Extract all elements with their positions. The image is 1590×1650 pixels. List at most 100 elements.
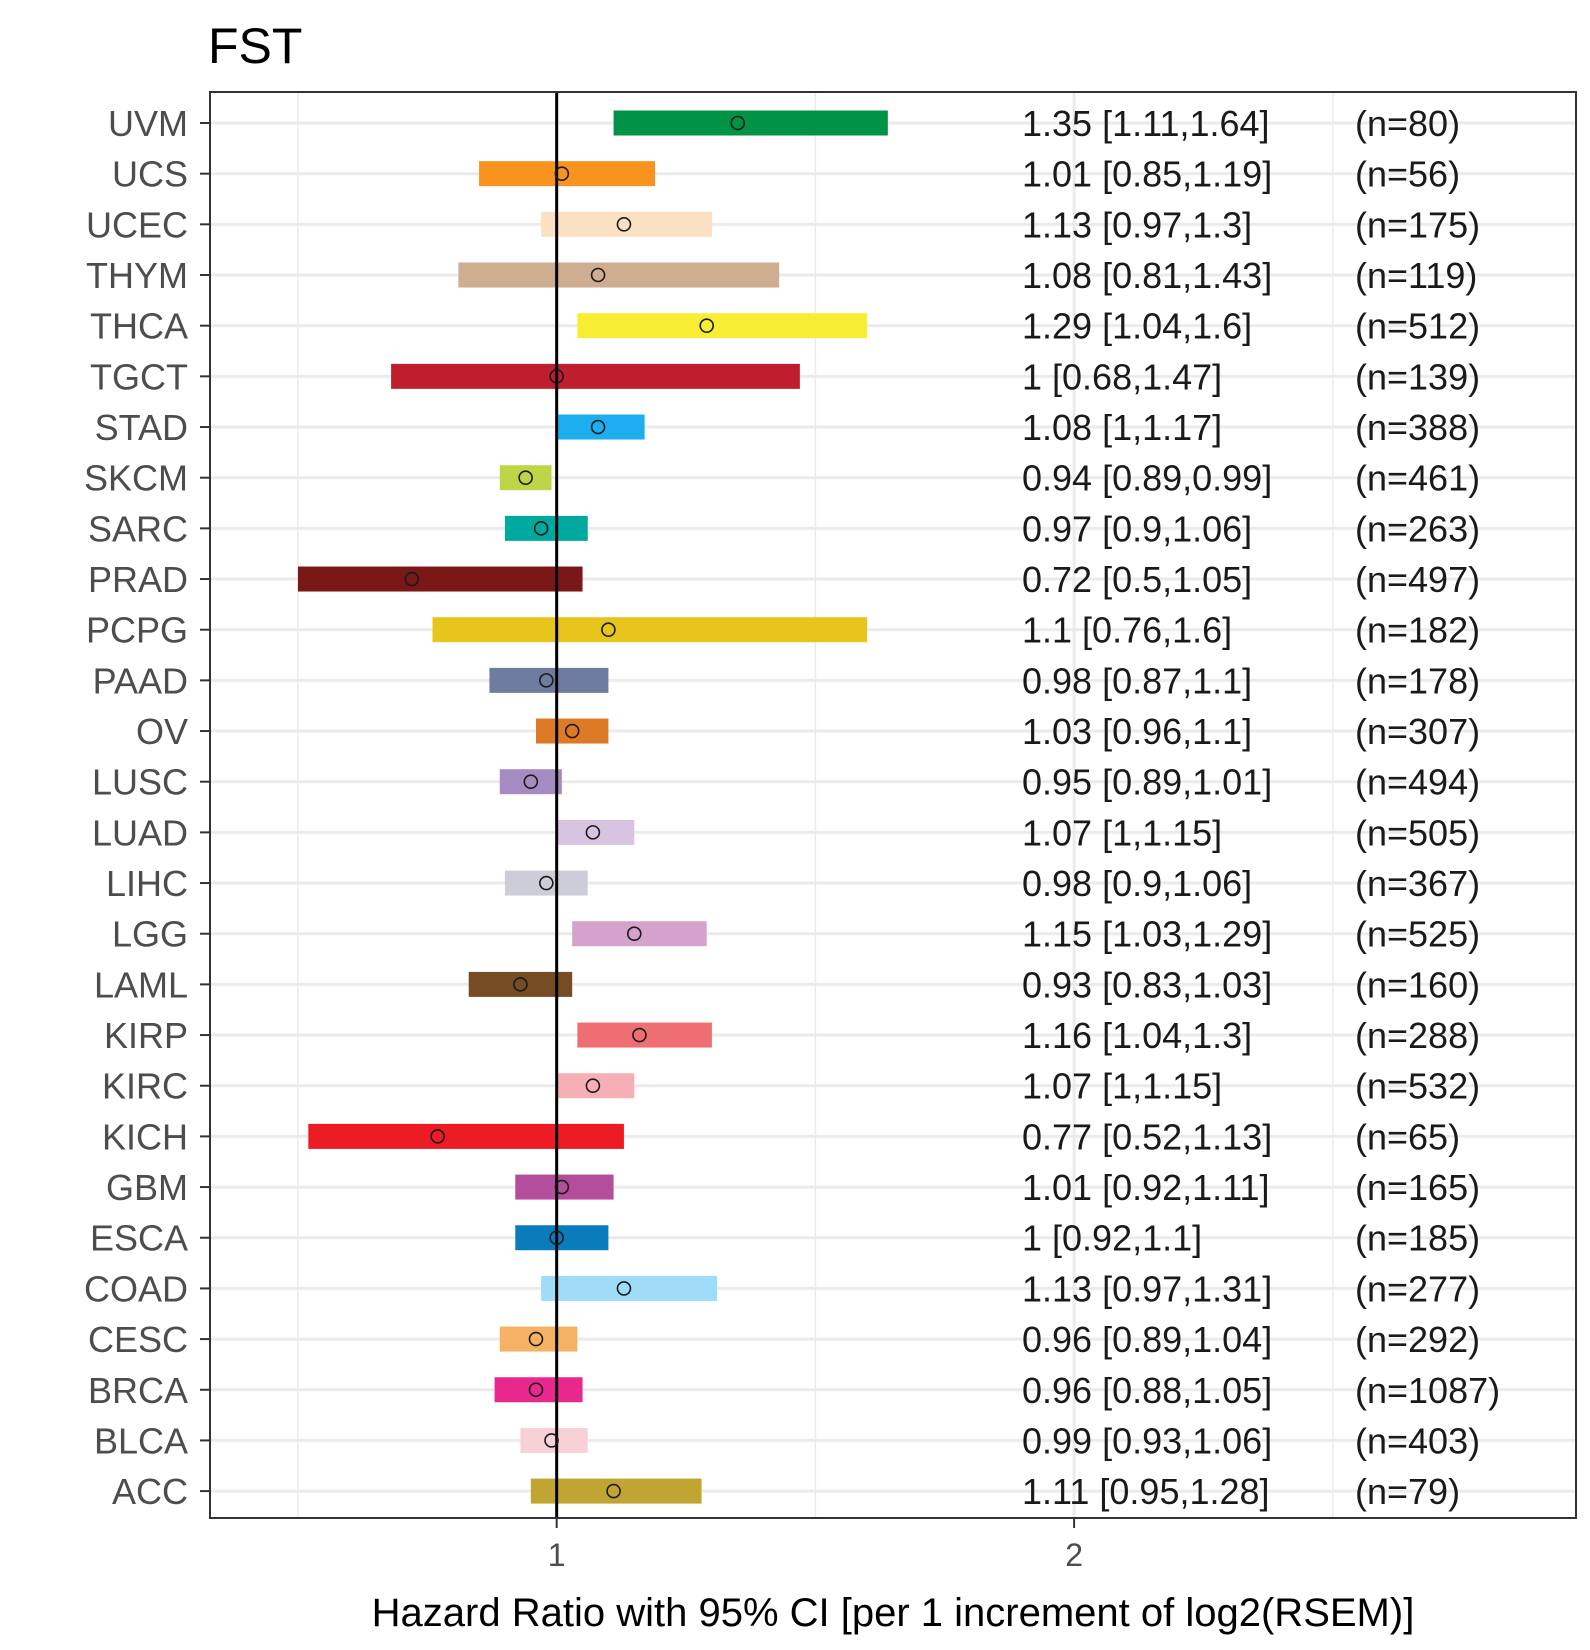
hr-ci-text-ucec: 1.13 [0.97,1.3] <box>1022 204 1252 245</box>
n-text-kich: (n=65) <box>1355 1116 1460 1157</box>
point-hr-thca <box>699 318 715 333</box>
hr-ci-text-stad: 1.08 [1,1.17] <box>1022 407 1222 448</box>
y-label-brca: BRCA <box>88 1370 188 1411</box>
hr-ci-text-esca: 1 [0.92,1.1] <box>1022 1218 1202 1259</box>
y-label-sarc: SARC <box>88 508 188 549</box>
hr-ci-text-kirp: 1.16 [1.04,1.3] <box>1022 1015 1252 1056</box>
y-label-laml: LAML <box>94 964 188 1005</box>
hr-ci-text-luad: 1.07 [1,1.15] <box>1022 812 1222 853</box>
hr-ci-text-paad: 0.98 [0.87,1.1] <box>1022 660 1252 701</box>
hr-ci-text-blca: 0.99 [0.93,1.06] <box>1022 1420 1272 1461</box>
point-hr-kirc <box>585 1078 601 1094</box>
point-hr-ucs <box>554 166 570 181</box>
n-text-cesc: (n=292) <box>1355 1319 1480 1360</box>
n-text-uvm: (n=80) <box>1355 103 1460 144</box>
hr-ci-text-gbm: 1.01 [0.92,1.11] <box>1022 1167 1270 1208</box>
ci-bar-ov <box>535 718 609 744</box>
n-text-kirp: (n=288) <box>1355 1015 1480 1056</box>
point-hr-lusc <box>523 774 539 790</box>
hr-ci-text-ov: 1.03 [0.96,1.1] <box>1022 711 1252 752</box>
y-label-coad: COAD <box>84 1268 188 1309</box>
y-label-luad: LUAD <box>92 812 188 853</box>
ci-bar-ucs <box>479 161 655 187</box>
ci-bar-stad <box>556 414 645 440</box>
n-text-thca: (n=512) <box>1355 306 1480 347</box>
hr-ci-text-tgct: 1 [0.68,1.47] <box>1022 356 1222 397</box>
plot-border <box>209 91 1577 1519</box>
n-text-ov: (n=307) <box>1355 711 1480 752</box>
ci-bar-laml <box>468 971 573 997</box>
point-hr-lgg <box>626 926 642 942</box>
y-label-skcm: SKCM <box>84 458 188 499</box>
plot-panel <box>210 92 1576 1518</box>
point-hr-esca <box>549 1230 564 1246</box>
point-hr-pcpg <box>601 622 616 638</box>
hr-ci-text-thca: 1.29 [1.04,1.6] <box>1022 306 1252 347</box>
ci-bar-sarc <box>504 515 588 541</box>
x-tick-label: 1 <box>548 1537 566 1573</box>
y-label-stad: STAD <box>95 407 188 448</box>
point-hr-luad <box>585 825 601 840</box>
annotations: 1.35 [1.11,1.64] (n=80) 1.01 [0.85,1.19] (n… <box>1022 103 1500 1512</box>
point-hr-prad <box>404 571 420 587</box>
ci-bar-pcpg <box>432 617 868 643</box>
ci-bar-uvm <box>613 110 888 136</box>
point-hr-uvm <box>730 115 746 131</box>
grid-lines <box>210 92 1576 1518</box>
ci-bar-esca <box>515 1225 609 1251</box>
point-hr-gbm <box>554 1179 570 1195</box>
hr-ci-text-thym: 1.08 [0.81,1.43] <box>1022 255 1272 296</box>
point-hr-tgct <box>549 369 564 384</box>
y-label-kich: KICH <box>102 1116 188 1157</box>
n-text-gbm: (n=165) <box>1355 1167 1480 1208</box>
ci-bar-cesc <box>499 1326 578 1352</box>
ci-bar-brca <box>494 1377 583 1403</box>
y-label-thym: THYM <box>86 255 188 296</box>
y-label-prad: PRAD <box>88 559 188 600</box>
y-label-lgg: LGG <box>112 914 188 955</box>
n-text-ucec: (n=175) <box>1355 204 1480 245</box>
hr-ci-text-acc: 1.11 [0.95,1.28] <box>1022 1471 1270 1512</box>
ci-bar-kich <box>308 1123 624 1149</box>
hr-ci-text-lusc: 0.95 [0.89,1.01] <box>1022 762 1272 803</box>
chart-title: FST <box>208 18 302 74</box>
y-label-ov: OV <box>136 711 188 752</box>
hr-ci-text-pcpg: 1.1 [0.76,1.6] <box>1022 610 1232 651</box>
point-hr-stad <box>590 419 606 435</box>
hr-ci-text-kich: 0.77 [0.52,1.13] <box>1022 1116 1272 1157</box>
hr-ci-text-laml: 0.93 [0.83,1.03] <box>1022 964 1272 1005</box>
rows <box>297 110 888 1504</box>
ci-bar-gbm <box>515 1174 614 1200</box>
y-label-esca: ESCA <box>90 1218 188 1259</box>
hr-ci-text-uvm: 1.35 [1.11,1.64] <box>1022 103 1270 144</box>
point-hr-skcm <box>518 470 533 485</box>
hr-ci-text-sarc: 0.97 [0.9,1.06] <box>1022 508 1252 549</box>
point-hr-laml <box>513 977 528 992</box>
point-hr-ov <box>564 723 580 739</box>
n-text-brca: (n=1087) <box>1355 1370 1500 1411</box>
y-label-ucec: UCEC <box>86 204 188 245</box>
ci-bar-tgct <box>391 363 800 389</box>
hr-ci-text-kirc: 1.07 [1,1.15] <box>1022 1066 1222 1107</box>
hr-ci-text-skcm: 0.94 [0.89,0.99] <box>1022 458 1272 499</box>
y-label-thca: THCA <box>90 306 188 347</box>
ci-bar-ucec <box>541 211 712 237</box>
x-tick-label: 2 <box>1065 1537 1083 1573</box>
n-text-ucs: (n=56) <box>1355 154 1460 195</box>
hr-ci-text-cesc: 0.96 [0.89,1.04] <box>1022 1319 1272 1360</box>
n-text-thym: (n=119) <box>1355 255 1477 296</box>
hr-ci-text-lihc: 0.98 [0.9,1.06] <box>1022 863 1252 904</box>
y-label-cesc: CESC <box>88 1319 188 1360</box>
hr-ci-text-prad: 0.72 [0.5,1.05] <box>1022 559 1252 600</box>
y-label-uvm: UVM <box>108 103 188 144</box>
y-label-lusc: LUSC <box>92 762 188 803</box>
n-text-kirc: (n=532) <box>1355 1066 1480 1107</box>
y-label-acc: ACC <box>112 1471 188 1512</box>
ci-bar-blca <box>520 1427 588 1453</box>
y-label-lihc: LIHC <box>106 863 188 904</box>
n-text-pcpg: (n=182) <box>1355 610 1480 651</box>
y-label-kirc: KIRC <box>102 1066 188 1107</box>
n-text-coad: (n=277) <box>1355 1268 1480 1309</box>
n-text-acc: (n=79) <box>1355 1471 1460 1512</box>
